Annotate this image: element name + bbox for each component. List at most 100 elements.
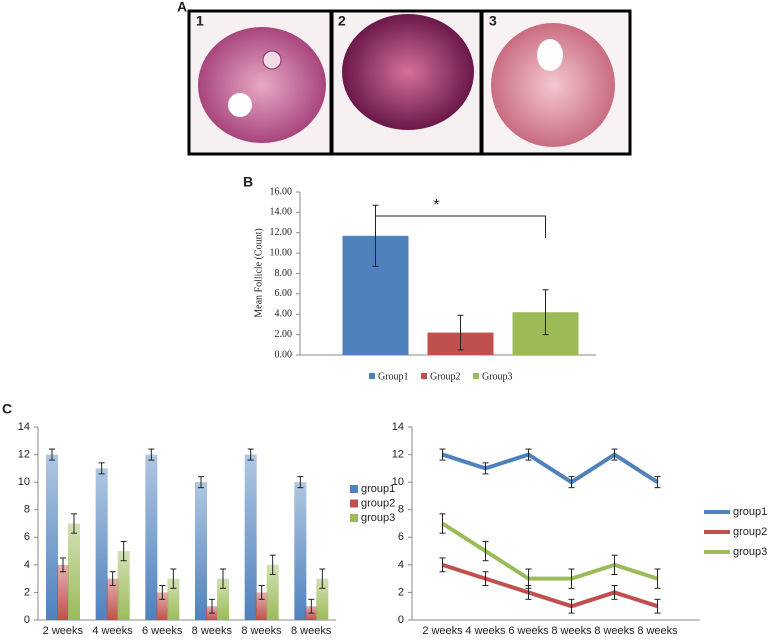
bar bbox=[244, 454, 257, 620]
error-bar bbox=[525, 448, 532, 461]
error-bar bbox=[269, 554, 276, 576]
panel-label: C bbox=[2, 401, 12, 417]
image-label: 3 bbox=[489, 13, 497, 29]
legend-label: group3 bbox=[361, 512, 395, 524]
error-bar bbox=[98, 462, 105, 475]
legend-swatch bbox=[350, 514, 358, 522]
y-tick-label: 12.00 bbox=[270, 227, 293, 238]
y-tick-label: 0 bbox=[24, 614, 30, 626]
line bbox=[441, 521, 659, 581]
x-tick-label: 8 weeks bbox=[192, 625, 233, 637]
tissue bbox=[491, 23, 615, 147]
error-bar bbox=[319, 568, 326, 589]
y-tick-label: 8 bbox=[398, 504, 404, 516]
error-bar bbox=[482, 571, 489, 587]
panel-label: B bbox=[243, 174, 253, 190]
line bbox=[441, 562, 659, 609]
bar bbox=[106, 578, 119, 620]
error-bar bbox=[109, 571, 116, 587]
bar bbox=[294, 482, 307, 620]
x-tick-label: 4 weeks bbox=[465, 625, 506, 637]
legend-swatch bbox=[369, 373, 375, 379]
bar bbox=[57, 564, 69, 620]
tissue bbox=[198, 27, 326, 143]
error-bar bbox=[209, 598, 215, 614]
bar bbox=[68, 523, 80, 620]
error-bar bbox=[198, 476, 204, 489]
y-tick-label: 6 bbox=[398, 531, 404, 543]
y-tick-label: 0.00 bbox=[275, 349, 293, 360]
bar bbox=[316, 578, 329, 620]
error-bar bbox=[568, 598, 575, 614]
y-tick-label: 10 bbox=[392, 476, 404, 488]
legend-swatch bbox=[421, 373, 427, 379]
significance-label: * bbox=[433, 197, 439, 214]
x-tick-label: 6 weeks bbox=[508, 625, 549, 637]
error-bar bbox=[654, 476, 661, 489]
follicle bbox=[262, 50, 282, 70]
y-tick-label: 2 bbox=[24, 586, 30, 598]
error-bar bbox=[439, 513, 446, 534]
x-tick-label: 4 weeks bbox=[92, 625, 133, 637]
error-bar bbox=[308, 598, 315, 614]
bar bbox=[195, 482, 207, 620]
x-tick-label: 6 weeks bbox=[142, 625, 183, 637]
legend-label: group1 bbox=[361, 483, 395, 495]
error-bar bbox=[170, 568, 177, 589]
legend-label: Group3 bbox=[482, 371, 513, 382]
x-tick-label: 8 weeks bbox=[551, 625, 592, 637]
bar bbox=[266, 564, 279, 620]
y-tick-label: 4.00 bbox=[275, 309, 293, 320]
histology-images bbox=[187, 9, 632, 156]
panel-label: A bbox=[177, 0, 187, 15]
legend-swatch bbox=[473, 373, 479, 379]
legend-swatch bbox=[350, 499, 358, 508]
error-bar bbox=[247, 448, 254, 461]
bar bbox=[46, 454, 58, 620]
y-tick-label: 4 bbox=[24, 559, 30, 571]
image-label: 2 bbox=[338, 13, 346, 29]
line bbox=[441, 452, 659, 485]
y-tick-label: 6 bbox=[24, 531, 30, 543]
significance-bracket bbox=[375, 215, 546, 238]
legend-label: group2 bbox=[733, 526, 767, 538]
error-bar bbox=[258, 585, 265, 600]
error-bar bbox=[120, 540, 127, 562]
y-tick-label: 2.00 bbox=[275, 329, 293, 340]
y-tick-label: 14.00 bbox=[270, 207, 293, 218]
y-tick-label: 14 bbox=[392, 421, 404, 433]
y-tick-label: 8.00 bbox=[275, 268, 293, 279]
error-bar bbox=[568, 568, 575, 589]
x-tick-label: 8 weeks bbox=[594, 625, 635, 637]
bar bbox=[167, 578, 180, 620]
y-tick-label: 16.00 bbox=[270, 186, 293, 197]
x-tick-label: 2 weeks bbox=[422, 625, 463, 637]
y-axis-title: Mean Follicle (Count) bbox=[253, 228, 264, 317]
error-bar bbox=[654, 598, 661, 614]
x-tick-label: 2 weeks bbox=[43, 625, 84, 637]
error-bar bbox=[60, 557, 66, 573]
y-tick-label: 10 bbox=[18, 476, 30, 488]
x-tick-label: 8 weeks bbox=[291, 625, 332, 637]
error-bar bbox=[439, 557, 446, 573]
y-tick-label: 12 bbox=[18, 448, 30, 460]
legend-label: Group1 bbox=[378, 371, 409, 382]
error-bar bbox=[611, 585, 618, 600]
y-tick-label: 0 bbox=[398, 614, 404, 626]
legend-label: group1 bbox=[733, 506, 767, 518]
x-tick-label: 8 weeks bbox=[241, 625, 282, 637]
follicle bbox=[537, 39, 563, 71]
x-tick-label: 8 weeks bbox=[637, 625, 678, 637]
error-bar bbox=[297, 476, 304, 489]
y-tick-label: 6.00 bbox=[275, 288, 293, 299]
error-bar bbox=[148, 448, 155, 461]
error-bar bbox=[542, 289, 549, 336]
y-tick-label: 8 bbox=[24, 504, 30, 516]
y-tick-label: 2 bbox=[398, 586, 404, 598]
error-bar bbox=[49, 448, 55, 461]
legend-label: Group2 bbox=[430, 371, 461, 382]
error-bar bbox=[525, 568, 532, 589]
error-bar bbox=[654, 568, 661, 589]
tissue bbox=[342, 14, 474, 130]
y-tick-label: 14 bbox=[18, 421, 30, 433]
